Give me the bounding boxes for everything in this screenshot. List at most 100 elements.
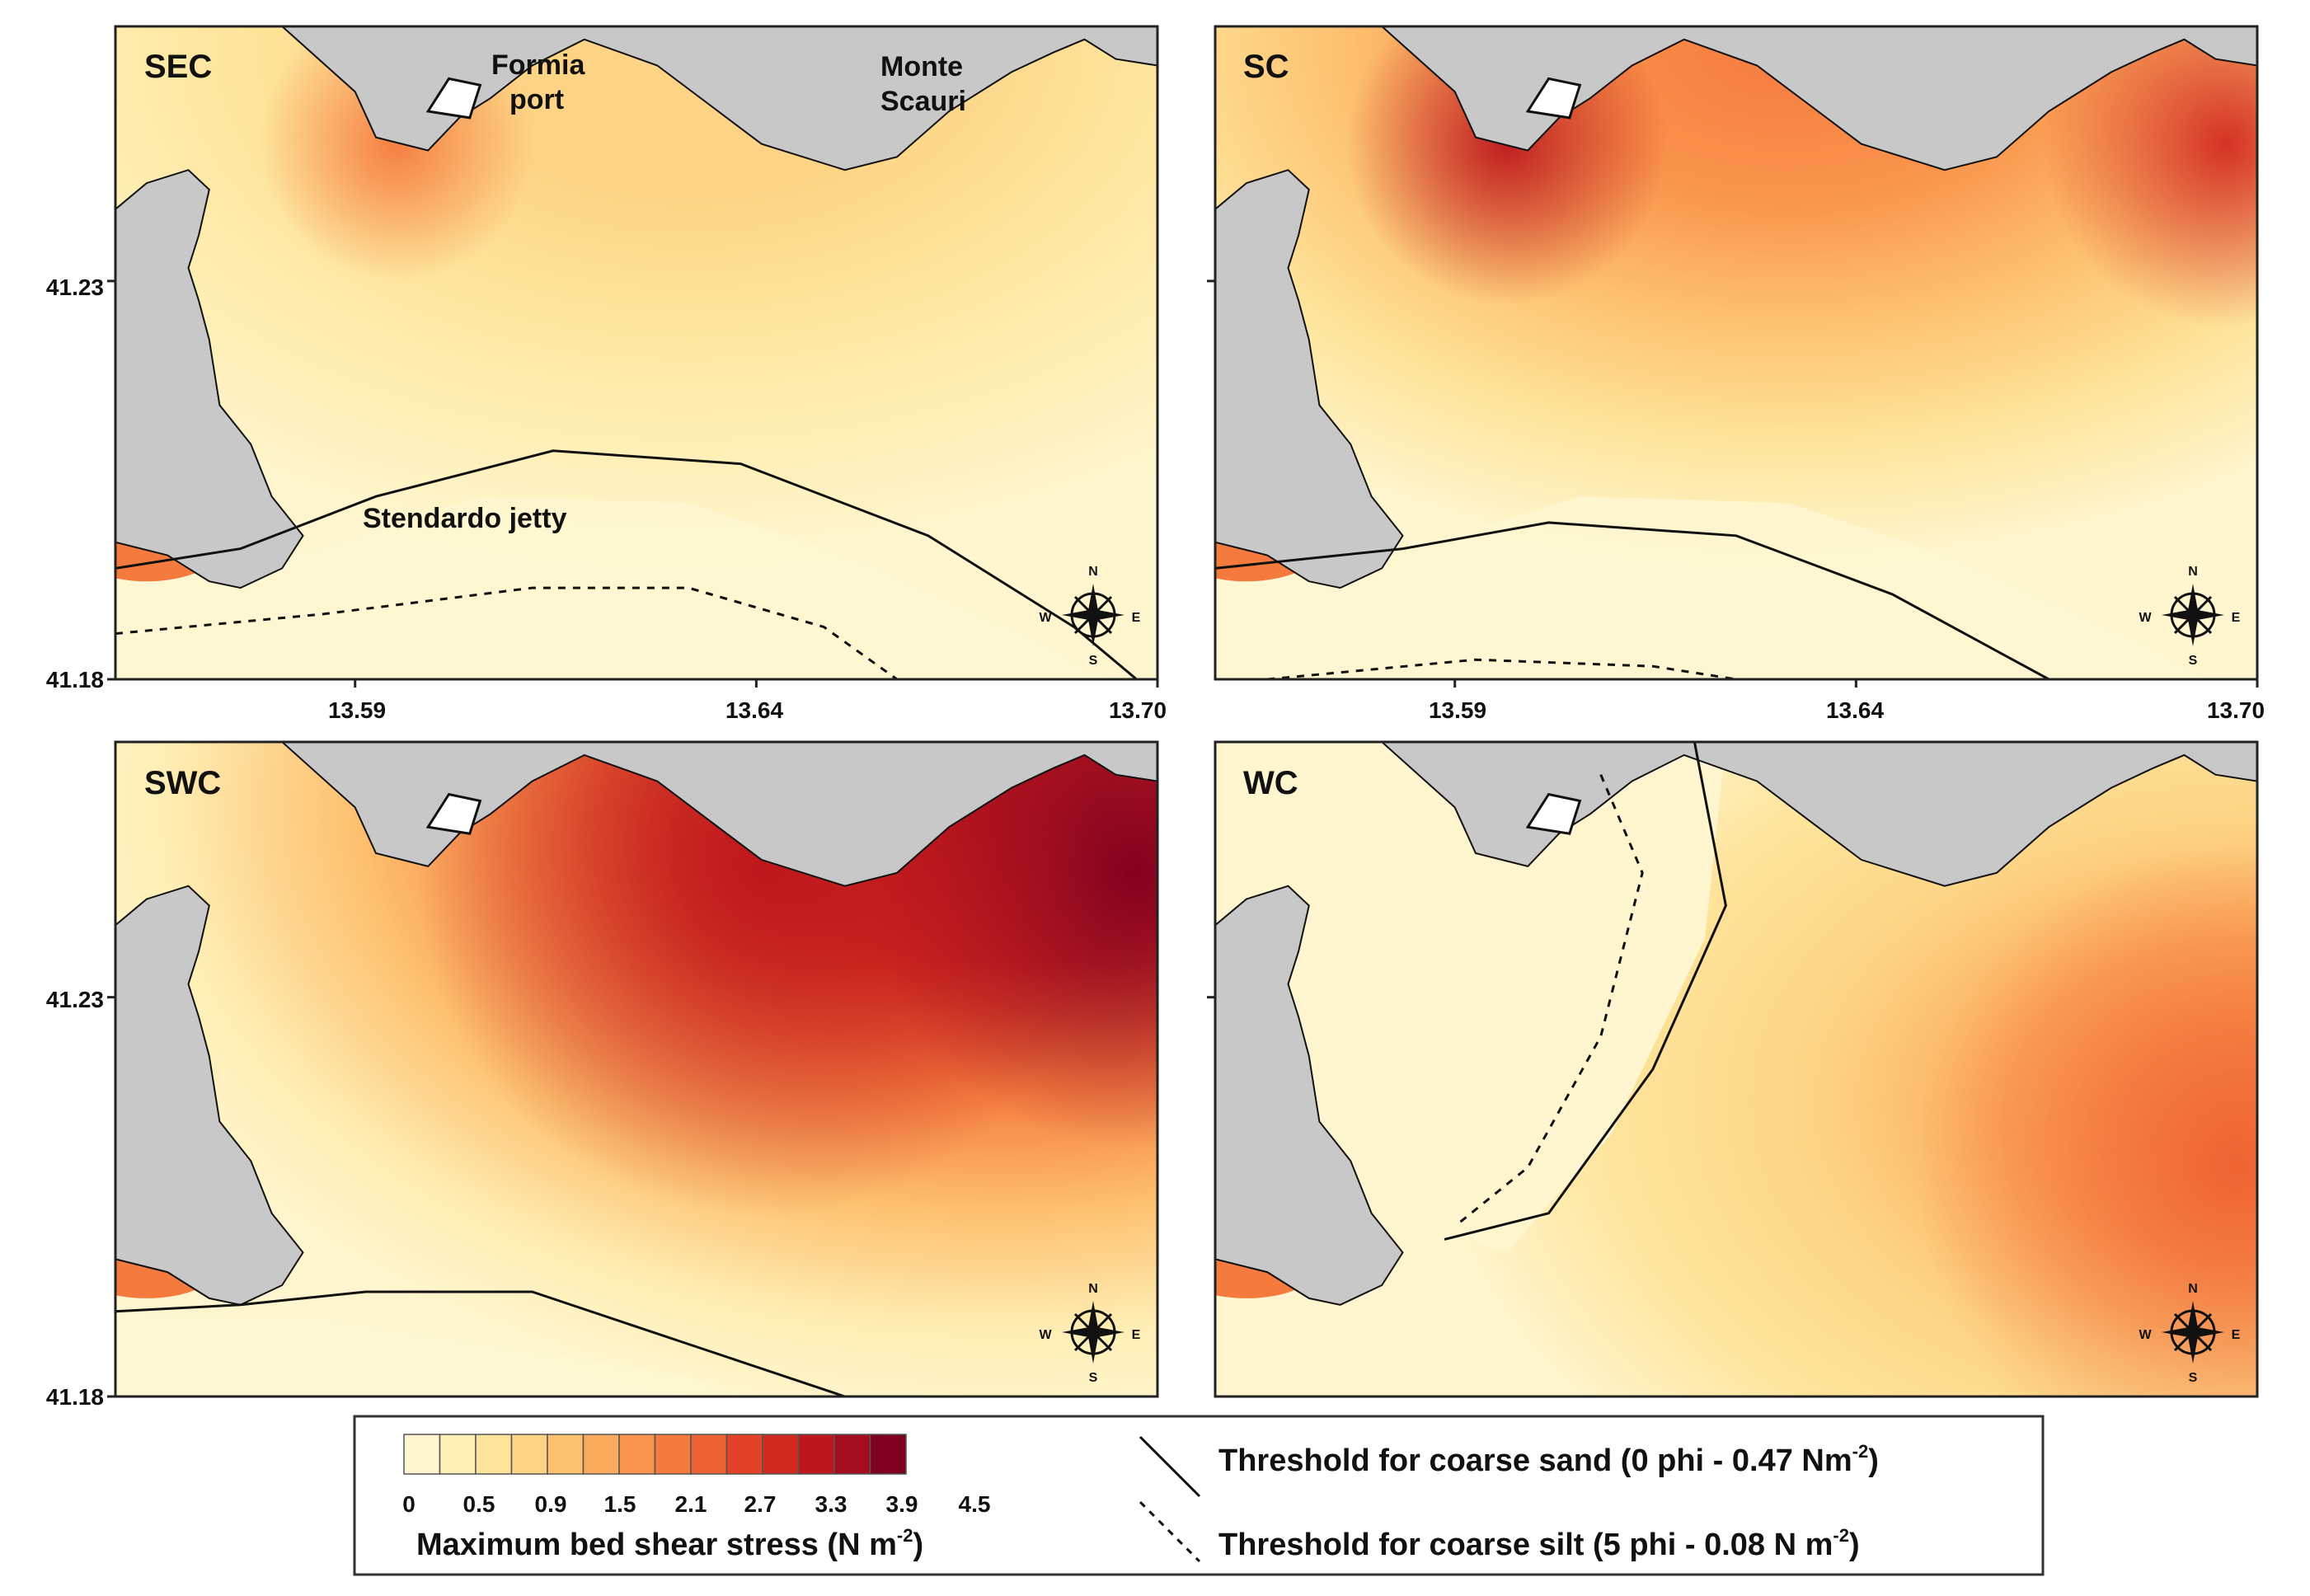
stress-hotspot	[1915, 846, 2257, 1396]
coarse-sand-threshold-line	[115, 1290, 846, 1396]
panel-frame	[1214, 25, 2259, 681]
land-north	[1215, 26, 2257, 171]
stress-hotspot	[417, 742, 1106, 1217]
legend-swatch	[510, 1434, 548, 1475]
panel-swc: N S E W	[107, 740, 1159, 1398]
legend-swatch	[654, 1434, 692, 1475]
land-north	[1215, 742, 2257, 887]
coarse-sand-threshold-line	[1215, 521, 2049, 679]
silt-threshold-symbol	[1139, 1500, 1201, 1563]
low-stress-zone	[115, 496, 1106, 679]
lon-tick-3-left: 13.70	[1109, 697, 1167, 723]
legend-tick-label: 0.5	[463, 1491, 495, 1517]
coarse-silt-threshold-line	[1267, 658, 1737, 679]
compass-s-label: S	[1089, 654, 1098, 668]
panel-label-sec: SEC	[144, 49, 212, 85]
coarse-sand-threshold-line	[1444, 742, 1727, 1241]
lon-tick-1-left: 13.59	[328, 697, 386, 723]
compass-w-label: W	[1039, 611, 1052, 625]
land-west	[1215, 885, 1404, 1306]
compass-w-label: W	[1039, 1328, 1052, 1342]
lat-tick-top-lower: 41.23	[46, 987, 104, 1012]
legend-swatch	[690, 1434, 728, 1475]
compass-s-label: S	[2189, 654, 2198, 668]
panel-map-wc	[1215, 742, 2257, 1396]
place-label-monte: Monte	[880, 51, 963, 82]
silt-threshold-close: )	[1849, 1528, 1860, 1562]
port-basin	[1525, 792, 1582, 835]
lat-tick-bottom-upper: 41.18	[46, 667, 104, 692]
legend-tick-label: 3.3	[815, 1491, 847, 1517]
legend-title: Maximum bed shear stress (N m-2)	[416, 1525, 923, 1562]
legend-tick-labels: 0 0.5 0.9 1.5 2.1 2.7 3.3 3.9 4.5	[402, 1491, 990, 1517]
sand-threshold-symbol	[1139, 1435, 1201, 1498]
legend-tick-label: 3.9	[886, 1491, 918, 1517]
land-west	[115, 885, 304, 1306]
low-stress-zone	[1215, 496, 2205, 679]
sand-threshold-close: )	[1868, 1443, 1879, 1478]
legend-tick-label: 2.7	[744, 1491, 777, 1517]
legend-tick-label: 0	[402, 1491, 416, 1517]
lon-tick-2-right: 13.64	[1826, 697, 1884, 723]
compass-n-label: N	[1088, 565, 1098, 579]
compass-n-label: N	[1088, 1282, 1098, 1296]
legend-tick-label: 0.9	[535, 1491, 567, 1517]
legend-title-text: Maximum bed shear stress (N m	[416, 1528, 897, 1562]
silt-threshold-label: Threshold for coarse silt (5 phi - 0.08 …	[1218, 1525, 1860, 1562]
lon-tick-3-right: 13.70	[2207, 697, 2265, 723]
panel-label-swc: SWC	[144, 765, 221, 801]
legend-title-exponent: -2	[897, 1525, 913, 1546]
compass-rose-icon: N S E W	[1039, 565, 1140, 668]
lon-tick-1-right: 13.59	[1429, 697, 1486, 723]
lat-tick-bottom-lower: 41.18	[46, 1384, 104, 1410]
legend-tick-label: 4.5	[959, 1491, 991, 1517]
panel-frame	[114, 740, 1159, 1398]
sand-threshold-exponent: -2	[1852, 1441, 1869, 1462]
legend-swatch	[833, 1434, 871, 1475]
sand-threshold-label: Threshold for coarse sand (0 phi - 0.47 …	[1218, 1441, 1879, 1478]
land-north	[115, 742, 1157, 887]
place-label-scauri: Scauri	[880, 86, 966, 117]
legend-swatch	[725, 1434, 763, 1475]
compass-s-label: S	[1089, 1371, 1098, 1385]
compass-s-label: S	[2189, 1371, 2198, 1385]
panel-frame	[114, 25, 1159, 681]
panel-sc: N S E W	[1207, 25, 2259, 688]
legend-title-close: )	[913, 1528, 923, 1562]
land-west	[115, 169, 304, 589]
port-basin	[425, 77, 482, 120]
legend-tick-label: 1.5	[604, 1491, 636, 1517]
stress-hotspot	[2042, 26, 2257, 327]
compass-n-label: N	[2188, 565, 2198, 579]
compass-w-label: W	[2139, 1328, 2152, 1342]
compass-e-label: E	[1132, 611, 1141, 625]
place-label-formia: Formia	[491, 49, 585, 81]
compass-rose-icon: N S E W	[2139, 565, 2240, 668]
place-label-port: port	[509, 84, 564, 115]
legend-swatch	[582, 1434, 620, 1475]
compass-rose-icon: N S E W	[2139, 1282, 2240, 1385]
lat-tick-top-upper: 41.23	[46, 275, 104, 300]
panel-frame	[1214, 740, 2259, 1398]
land-north	[115, 26, 1157, 171]
legend-swatch	[475, 1434, 513, 1475]
low-stress-zone	[115, 1311, 741, 1396]
legend-swatches	[403, 1434, 907, 1475]
place-label-stendardo-jetty: Stendardo jetty	[363, 503, 567, 534]
compass-rose-icon: N S E W	[1039, 1282, 1140, 1385]
legend-swatch	[439, 1434, 477, 1475]
panel-label-wc: WC	[1243, 765, 1298, 801]
compass-w-label: W	[2139, 611, 2152, 625]
land-west	[1215, 169, 1404, 589]
panel-wc: N S E W	[1207, 740, 2259, 1398]
silt-threshold-exponent: -2	[1833, 1525, 1849, 1546]
panel-sec: N S E W	[107, 25, 1159, 688]
legend-swatch	[403, 1434, 441, 1475]
legend-swatch	[762, 1434, 800, 1475]
legend-tick-label: 2.1	[675, 1491, 707, 1517]
panel-map-sc	[1215, 26, 2257, 679]
compass-e-label: E	[2232, 1328, 2241, 1342]
low-stress-zone	[1298, 742, 1726, 1253]
compass-e-label: E	[2232, 611, 2241, 625]
port-basin	[425, 792, 482, 835]
